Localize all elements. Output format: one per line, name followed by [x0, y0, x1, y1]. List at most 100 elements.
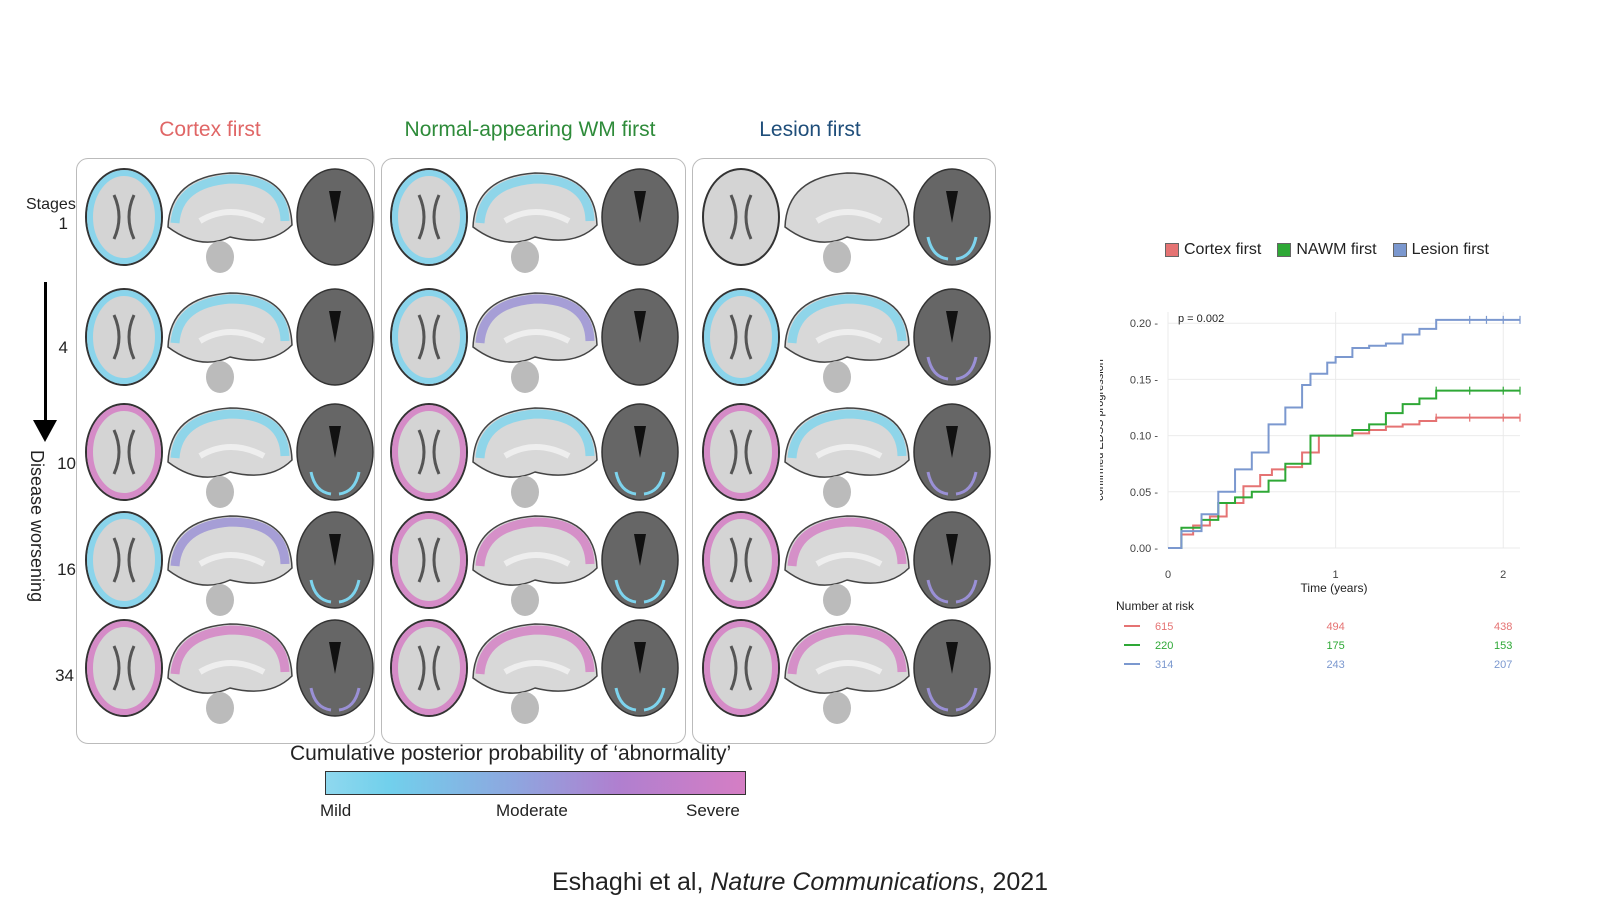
y-tick-label: 0.10 - — [1130, 431, 1158, 443]
ventricle-shape — [729, 429, 753, 475]
risk-table-title: Number at risk — [1116, 599, 1195, 613]
brainstem-shape — [206, 241, 234, 273]
ventricle-shape — [329, 426, 341, 458]
ventricle-shape — [634, 426, 646, 458]
ventricle-shape — [634, 642, 646, 674]
km-curve-cortex-first — [1168, 416, 1520, 549]
citation-authors: Eshaghi et al, — [551, 868, 711, 896]
lesion-abnormality — [614, 579, 666, 604]
axial-slice — [702, 288, 780, 386]
km-curve-nawm-first — [1168, 389, 1520, 549]
brainstem-shape — [206, 584, 234, 616]
x-tick-label: 1 — [1333, 569, 1339, 581]
column-title-cortex: Cortex first — [159, 118, 261, 141]
ventricle-shape — [112, 314, 136, 360]
sagittal-abnormality — [475, 409, 595, 459]
axial-abnormality — [392, 405, 466, 499]
axial-slice — [390, 511, 468, 609]
y-tick-label: 0.15 - — [1130, 374, 1158, 386]
sagittal-abnormality — [787, 625, 907, 675]
risk-table-value: 153 — [1494, 640, 1512, 652]
y-tick-label: 0.05 - — [1130, 487, 1158, 499]
axial-abnormality — [87, 290, 161, 384]
axial-abnormality — [704, 405, 778, 499]
lesion-abnormality — [309, 579, 361, 604]
brain-image-grid — [85, 168, 991, 724]
x-tick-label: 2 — [1500, 569, 1506, 581]
corpus-callosum-shape — [503, 209, 571, 224]
ventricle-shape — [946, 642, 958, 674]
corpus-callosum-shape — [815, 444, 883, 459]
sagittal-abnormality — [475, 174, 595, 224]
lesion-abnormality — [926, 687, 978, 712]
axial-slice — [85, 168, 163, 266]
x-axis-label: Time (years) — [1301, 581, 1368, 595]
risk-table-value: 615 — [1155, 621, 1173, 633]
ventricle-shape — [112, 645, 136, 691]
axial-abnormality — [392, 290, 466, 384]
sagittal-abnormality — [787, 409, 907, 459]
ventricle-shape — [634, 534, 646, 566]
disease-worsening-arrow — [44, 282, 47, 422]
stage-label: 4 — [58, 338, 68, 357]
ventricle-shape — [946, 311, 958, 343]
colorbar-title: Cumulative posterior probability of ‘abn… — [290, 742, 732, 765]
column-title-lesion: Lesion first — [759, 118, 861, 141]
stage-label: 1 — [58, 214, 68, 233]
brainstem-shape — [206, 361, 234, 393]
stage-label: 34 — [55, 666, 74, 685]
corpus-callosum-shape — [815, 660, 883, 675]
sagittal-abnormality — [787, 294, 907, 344]
y-tick-label: 0.00 - — [1130, 543, 1158, 555]
km-curve-lesion-first — [1168, 318, 1520, 549]
corpus-callosum-shape — [198, 209, 266, 224]
ventricle-shape — [946, 191, 958, 223]
axial-slice — [702, 403, 780, 501]
risk-table-value: 207 — [1494, 659, 1512, 671]
axial-slice — [390, 288, 468, 386]
ventricle-shape — [329, 311, 341, 343]
ventricle-shape — [417, 314, 441, 360]
ventricle-shape — [112, 537, 136, 583]
stages-heading: Stages — [26, 196, 76, 213]
sagittal-abnormality — [170, 625, 290, 675]
axial-abnormality — [392, 621, 466, 715]
colorbar-label-moderate: Moderate — [496, 801, 568, 820]
ventricle-shape — [946, 534, 958, 566]
axial-slice — [702, 511, 780, 609]
legend-label: NAWM first — [1296, 241, 1377, 258]
ventricle-shape — [112, 429, 136, 475]
risk-table-value: 175 — [1326, 640, 1344, 652]
citation-journal: Nature Communications — [710, 868, 979, 896]
x-tick-label: 0 — [1165, 569, 1171, 581]
legend-item: NAWM first — [1277, 241, 1377, 259]
axial-abnormality — [87, 621, 161, 715]
brainstem-shape — [511, 476, 539, 508]
brainstem-shape — [823, 692, 851, 724]
legend-label: Lesion first — [1411, 241, 1489, 258]
arrow-head-icon — [33, 420, 57, 442]
axial-slice — [85, 403, 163, 501]
corpus-callosum-shape — [503, 444, 571, 459]
lesion-abnormality — [926, 579, 978, 604]
ventricle-shape — [729, 537, 753, 583]
brainstem-shape — [823, 476, 851, 508]
corpus-callosum-shape — [198, 552, 266, 567]
ventricle-shape — [329, 534, 341, 566]
ventricle-shape — [634, 311, 646, 343]
axial-slice — [390, 168, 468, 266]
ventricle-shape — [417, 194, 441, 240]
ventricle-shape — [417, 537, 441, 583]
lesion-abnormality — [926, 236, 978, 261]
brainstem-shape — [823, 241, 851, 273]
axial-slice — [702, 619, 780, 717]
axial-abnormality — [704, 621, 778, 715]
ventricle-shape — [729, 645, 753, 691]
corpus-callosum-shape — [815, 329, 883, 344]
citation-year: , 2021 — [978, 868, 1049, 896]
axial-abnormality — [392, 513, 466, 607]
brainstem-shape — [823, 584, 851, 616]
corpus-callosum-shape — [198, 329, 266, 344]
ventricle-shape — [946, 426, 958, 458]
axial-slice — [702, 168, 780, 266]
